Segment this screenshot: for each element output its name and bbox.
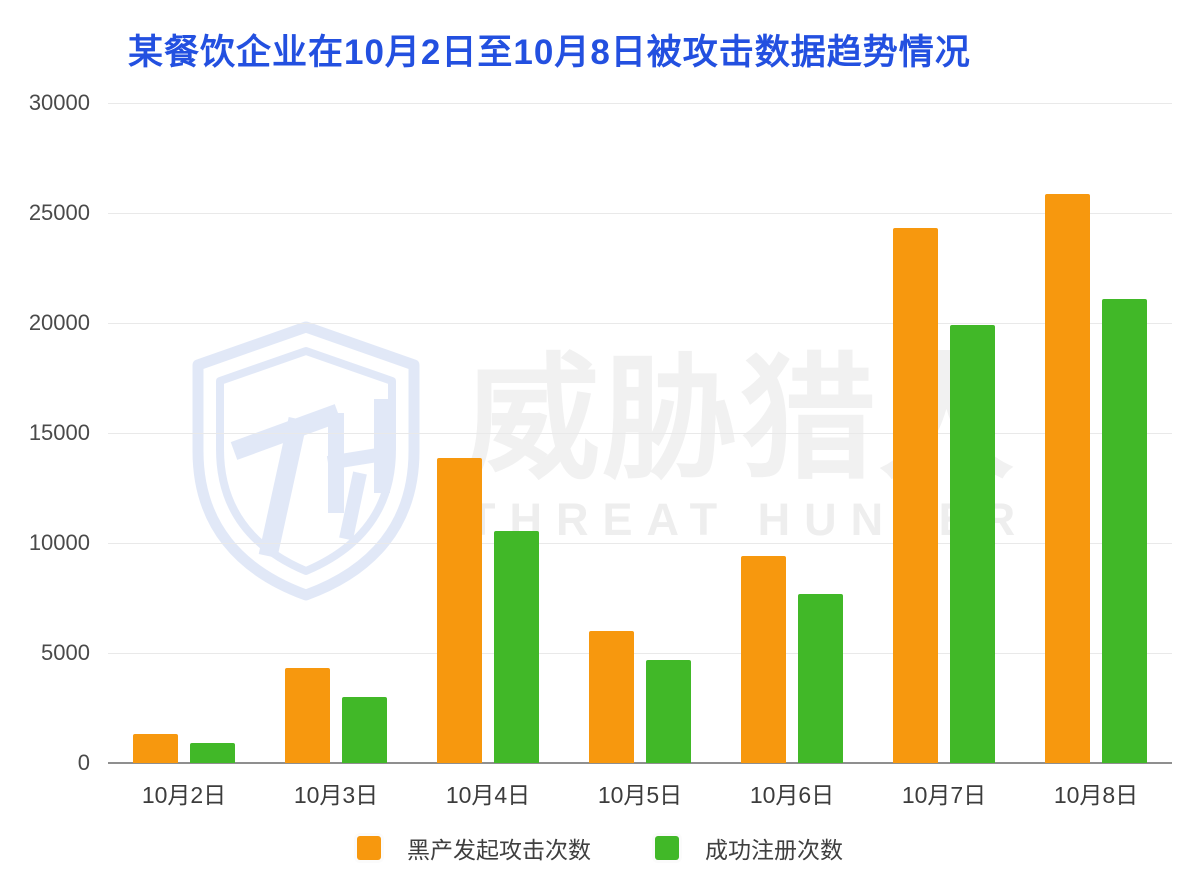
chart-title: 某餐饮企业在10月2日至10月8日被攻击数据趋势情况: [128, 33, 971, 72]
watermark-en-text: THREAT HUNTER: [468, 494, 1030, 545]
x-tick-label-10月8日: 10月8日: [1053, 782, 1139, 808]
y-tick-label-20000: 20000: [28, 310, 90, 335]
y-tick-label-5000: 5000: [41, 640, 90, 665]
x-tick-label-10月5日: 10月5日: [597, 782, 683, 808]
gridline-20000: [108, 322, 1172, 324]
bar-attacks-10月6日: [741, 556, 786, 763]
threat-hunter-shield-icon: [192, 321, 420, 601]
legend-label-registrations: 成功注册次数: [705, 837, 843, 863]
bar-attacks-10月2日: [133, 734, 178, 763]
legend-item-registrations: 成功注册次数: [655, 831, 843, 865]
gridline-5000: [108, 652, 1172, 654]
y-tick-label-15000: 15000: [28, 420, 90, 445]
x-tick-label-10月7日: 10月7日: [901, 782, 987, 808]
gridline-30000: [108, 102, 1172, 104]
legend-item-attacks: 黑产发起攻击次数: [357, 831, 591, 865]
gridline-25000: [108, 212, 1172, 214]
legend-label-attacks: 黑产发起攻击次数: [407, 837, 591, 863]
x-tick-label-10月3日: 10月3日: [293, 782, 379, 808]
gridline-0: [108, 762, 1172, 764]
bar-attacks-10月4日: [437, 458, 482, 763]
bar-attacks-10月8日: [1045, 194, 1090, 763]
gridline-15000: [108, 432, 1172, 434]
bar-registrations-10月2日: [190, 743, 235, 763]
y-tick-label-10000: 10000: [28, 530, 90, 555]
legend: 黑产发起攻击次数 成功注册次数: [0, 831, 1200, 865]
bar-attacks-10月7日: [893, 228, 938, 763]
bar-registrations-10月7日: [950, 325, 995, 763]
legend-swatch-registrations-icon: [655, 836, 679, 860]
bar-registrations-10月5日: [646, 659, 691, 763]
bar-attacks-10月3日: [285, 668, 330, 763]
bar-registrations-10月6日: [798, 593, 843, 763]
y-tick-label-0: 0: [77, 750, 90, 775]
bar-registrations-10月8日: [1102, 298, 1147, 763]
x-tick-label-10月6日: 10月6日: [749, 782, 835, 808]
gridline-10000: [108, 542, 1172, 544]
y-tick-label-25000: 25000: [28, 200, 90, 225]
bar-attacks-10月5日: [589, 631, 634, 763]
legend-swatch-attacks-icon: [357, 836, 381, 860]
x-tick-label-10月2日: 10月2日: [141, 782, 227, 808]
bar-registrations-10月4日: [494, 530, 539, 763]
x-tick-label-10月4日: 10月4日: [445, 782, 531, 808]
plot-area: [108, 102, 1172, 764]
y-tick-label-30000: 30000: [28, 90, 90, 115]
bar-registrations-10月3日: [342, 697, 387, 763]
